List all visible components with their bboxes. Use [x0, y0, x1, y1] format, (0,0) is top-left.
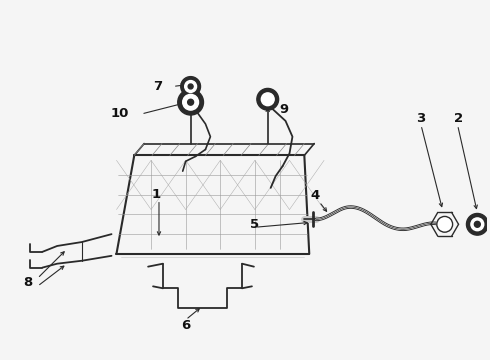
Circle shape	[178, 89, 203, 115]
Text: 5: 5	[250, 218, 259, 231]
Text: 4: 4	[311, 189, 320, 202]
Circle shape	[261, 93, 274, 106]
Text: 1: 1	[151, 188, 161, 201]
Circle shape	[471, 218, 484, 231]
Text: 8: 8	[23, 276, 32, 289]
Text: 10: 10	[110, 107, 129, 120]
Circle shape	[466, 213, 488, 235]
Circle shape	[185, 81, 196, 93]
Circle shape	[183, 94, 198, 110]
Circle shape	[188, 84, 193, 89]
Circle shape	[257, 89, 279, 110]
Text: 9: 9	[279, 103, 288, 116]
Circle shape	[437, 216, 453, 232]
Circle shape	[474, 221, 480, 227]
Text: 3: 3	[416, 112, 426, 125]
Text: 6: 6	[181, 319, 190, 332]
Text: 7: 7	[153, 80, 163, 93]
Circle shape	[181, 77, 200, 96]
Circle shape	[188, 99, 194, 105]
Text: 2: 2	[454, 112, 463, 125]
